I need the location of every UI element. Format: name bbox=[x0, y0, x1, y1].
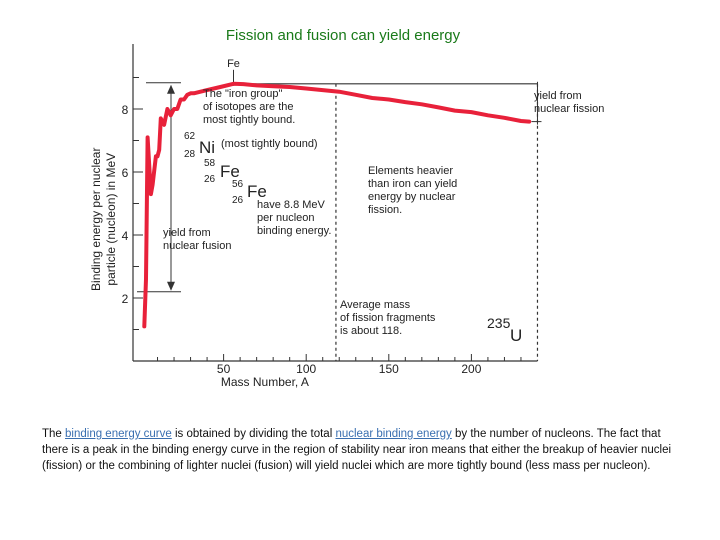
heavier-elements-label-line-1: Elements heavier bbox=[368, 165, 453, 177]
fe-top-label: Fe bbox=[227, 58, 240, 70]
fe56-note-line-1: have 8.8 MeV bbox=[257, 199, 326, 211]
iron-group-label-line-2: of isotopes are the bbox=[203, 101, 294, 113]
fe56-note-line-3: binding energy. bbox=[257, 225, 331, 237]
ni-note: (most tightly bound) bbox=[221, 138, 318, 150]
fe56-atomic-number: 26 bbox=[232, 195, 244, 206]
heavier-elements-label-line-4: fission. bbox=[368, 204, 402, 216]
ni-mass-number: 62 bbox=[184, 131, 196, 142]
fe58-symbol: Fe bbox=[220, 162, 240, 181]
binding-energy-curve-link[interactable]: binding energy curve bbox=[65, 428, 172, 440]
iron-group-label-line-1: The "iron group" bbox=[203, 88, 282, 100]
u-mass-number: 235 bbox=[487, 315, 511, 331]
fe56-symbol: Fe bbox=[247, 182, 267, 201]
y-tick-label: 8 bbox=[122, 103, 129, 117]
x-tick-label: 50 bbox=[217, 362, 231, 376]
annotations: Fe The "iron group"of isotopes are themos… bbox=[163, 58, 604, 345]
caption-text-3: by the number of nucleons. The fact that… bbox=[42, 428, 672, 472]
y-axis-title-line-2: particle (nucleon) in MeV bbox=[104, 153, 118, 286]
y-tick-label: 2 bbox=[122, 292, 129, 306]
x-tick-label: 200 bbox=[461, 362, 481, 376]
fusion-arrow-head-up bbox=[167, 84, 175, 94]
average-mass-label-line-2: of fission fragments bbox=[340, 312, 436, 324]
fe56-note-line-2: per nucleon bbox=[257, 212, 315, 224]
binding-energy-chart: 2 4 6 8 50 100 150 200 Mass Number, A Binding ene… bbox=[89, 44, 604, 389]
axes: 2 4 6 8 50 100 150 200 Mass Number, A Binding ene… bbox=[89, 44, 538, 389]
caption-text-1: The bbox=[42, 428, 66, 440]
y-tick-label: 6 bbox=[122, 166, 129, 180]
fission-yield-label-line-2: nuclear fission bbox=[534, 103, 604, 115]
y-axis-title-line-1: Binding energy per nuclear bbox=[89, 148, 103, 291]
heavier-elements-label-line-3: energy by nuclear bbox=[368, 191, 456, 203]
heavier-elements-label-line-2: than iron can yield bbox=[368, 178, 457, 190]
x-axis-title: Mass Number, A bbox=[221, 375, 309, 389]
caption-text-2: is obtained by dividing the total bbox=[171, 428, 336, 440]
u-symbol: U bbox=[510, 326, 522, 345]
fusion-yield-label-line-1: yield from bbox=[163, 227, 211, 239]
x-tick-label: 150 bbox=[379, 362, 399, 376]
fusion-arrow-head-down bbox=[167, 281, 175, 291]
fusion-yield-label-line-2: nuclear fusion bbox=[163, 240, 232, 252]
fission-yield-label-line-1: yield from bbox=[534, 90, 582, 102]
average-mass-label-line-1: Average mass bbox=[340, 299, 411, 311]
nuclear-binding-energy-link[interactable]: nuclear binding energy bbox=[335, 428, 452, 440]
binding-energy-curve bbox=[142, 81, 532, 329]
x-tick-label: 100 bbox=[296, 362, 316, 376]
y-axis-title: Binding energy per nuclear particle (nucl… bbox=[89, 148, 118, 291]
fe56-mass-number: 56 bbox=[232, 179, 244, 190]
ni-atomic-number: 28 bbox=[184, 149, 196, 160]
fe58-atomic-number: 26 bbox=[204, 174, 216, 185]
y-tick-label: 4 bbox=[122, 229, 129, 243]
ni-symbol: Ni bbox=[199, 138, 215, 157]
average-mass-label-line-3: is about 118. bbox=[340, 325, 402, 337]
slide-title: Fission and fusion can yield energy bbox=[225, 27, 461, 44]
fe58-mass-number: 58 bbox=[204, 158, 216, 169]
iron-group-label-line-3: most tightly bound. bbox=[203, 114, 295, 126]
caption: The binding energy curve is obtained by … bbox=[42, 426, 672, 474]
